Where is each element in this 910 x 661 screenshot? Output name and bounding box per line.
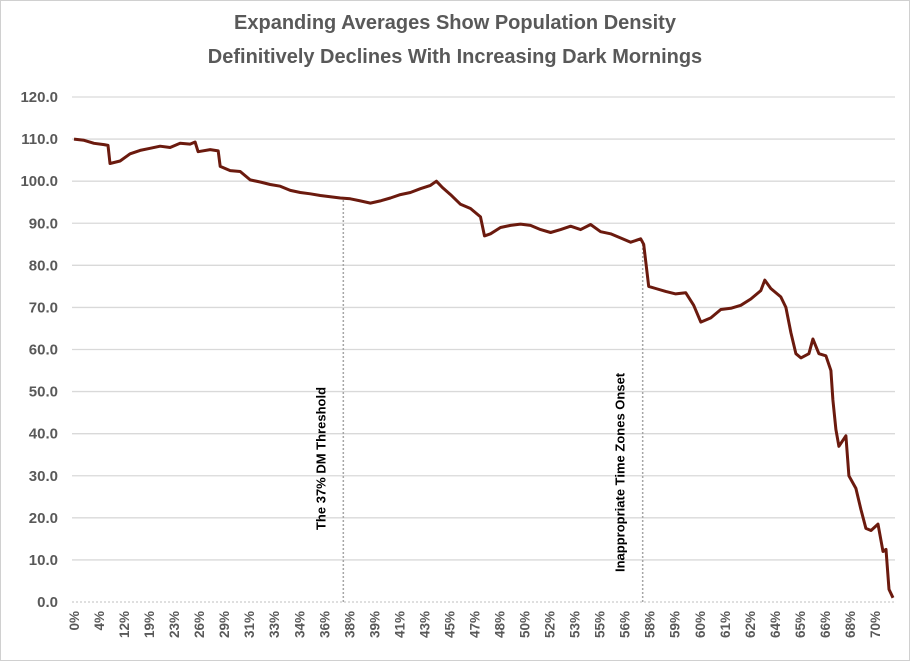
x-tick-label: 34% [292, 611, 307, 638]
x-tick-label: 33% [267, 611, 282, 638]
x-tick-label: 47% [467, 611, 482, 638]
x-tick-label: 19% [142, 611, 157, 638]
x-tick-label: 23% [167, 611, 182, 638]
y-tick-label: 40.0 [29, 426, 58, 443]
x-tick-label: 31% [242, 611, 257, 638]
y-tick-label: 0.0 [37, 594, 58, 611]
x-tick-label: 43% [417, 611, 432, 638]
x-tick-label: 50% [518, 611, 533, 638]
x-tick-label: 70% [868, 611, 883, 638]
annotation-label: Inappropriate Time Zones Onset [613, 372, 628, 572]
x-tick-label: 29% [217, 611, 232, 638]
x-tick-label: 52% [543, 611, 558, 638]
y-tick-label: 30.0 [29, 468, 58, 485]
x-tick-label: 4% [92, 611, 107, 631]
x-tick-label: 59% [668, 611, 683, 638]
x-tick-label: 60% [693, 611, 708, 638]
annotation-label: The 37% DM Threshold [313, 387, 328, 530]
chart-title-line-1: Expanding Averages Show Population Densi… [234, 12, 676, 34]
x-tick-label: 53% [568, 611, 583, 638]
x-tick-label: 62% [743, 611, 758, 638]
x-tick-label: 12% [117, 611, 132, 638]
x-tick-label: 56% [618, 611, 633, 638]
y-tick-label: 90.0 [29, 215, 58, 232]
y-tick-label: 70.0 [29, 299, 58, 316]
y-tick-label: 60.0 [29, 342, 58, 359]
y-tick-label: 100.0 [20, 173, 58, 190]
x-tick-label: 41% [392, 611, 407, 638]
x-tick-label: 36% [317, 611, 332, 638]
x-tick-label: 0% [67, 611, 82, 631]
x-tick-label: 64% [768, 611, 783, 638]
x-tick-label: 55% [593, 611, 608, 638]
x-tick-label: 58% [643, 611, 658, 638]
y-tick-label: 110.0 [21, 131, 58, 148]
y-tick-label: 120.0 [20, 89, 58, 106]
data-line [73, 137, 895, 599]
x-tick-label: 39% [367, 611, 382, 638]
x-tick-label: 66% [818, 611, 833, 638]
y-tick-label: 80.0 [29, 257, 58, 274]
y-tick-label: 20.0 [29, 510, 58, 527]
y-tick-label: 10.0 [29, 552, 58, 569]
x-tick-label: 45% [442, 611, 457, 638]
y-tick-label: 50.0 [29, 384, 58, 401]
x-tick-label: 26% [192, 611, 207, 638]
x-tick-label: 65% [793, 611, 808, 638]
x-tick-label: 48% [493, 611, 508, 638]
x-tick-label: 61% [718, 611, 733, 638]
chart-title-line-2: Definitively Declines With Increasing Da… [207, 46, 703, 68]
x-tick-label: 38% [342, 611, 357, 638]
x-tick-label: 68% [843, 611, 858, 638]
